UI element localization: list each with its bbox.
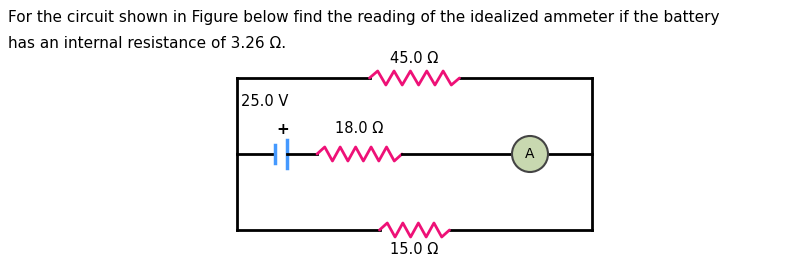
Text: 25.0 V: 25.0 V <box>241 94 289 109</box>
Text: has an internal resistance of 3.26 Ω.: has an internal resistance of 3.26 Ω. <box>8 36 286 51</box>
Circle shape <box>512 136 548 172</box>
Text: For the circuit shown in Figure below find the reading of the idealized ammeter : For the circuit shown in Figure below fi… <box>8 10 719 25</box>
Text: 15.0 Ω: 15.0 Ω <box>391 242 439 257</box>
Text: A: A <box>525 147 535 161</box>
Text: 45.0 Ω: 45.0 Ω <box>391 51 439 66</box>
Text: +: + <box>277 122 290 137</box>
Text: 18.0 Ω: 18.0 Ω <box>335 121 383 136</box>
